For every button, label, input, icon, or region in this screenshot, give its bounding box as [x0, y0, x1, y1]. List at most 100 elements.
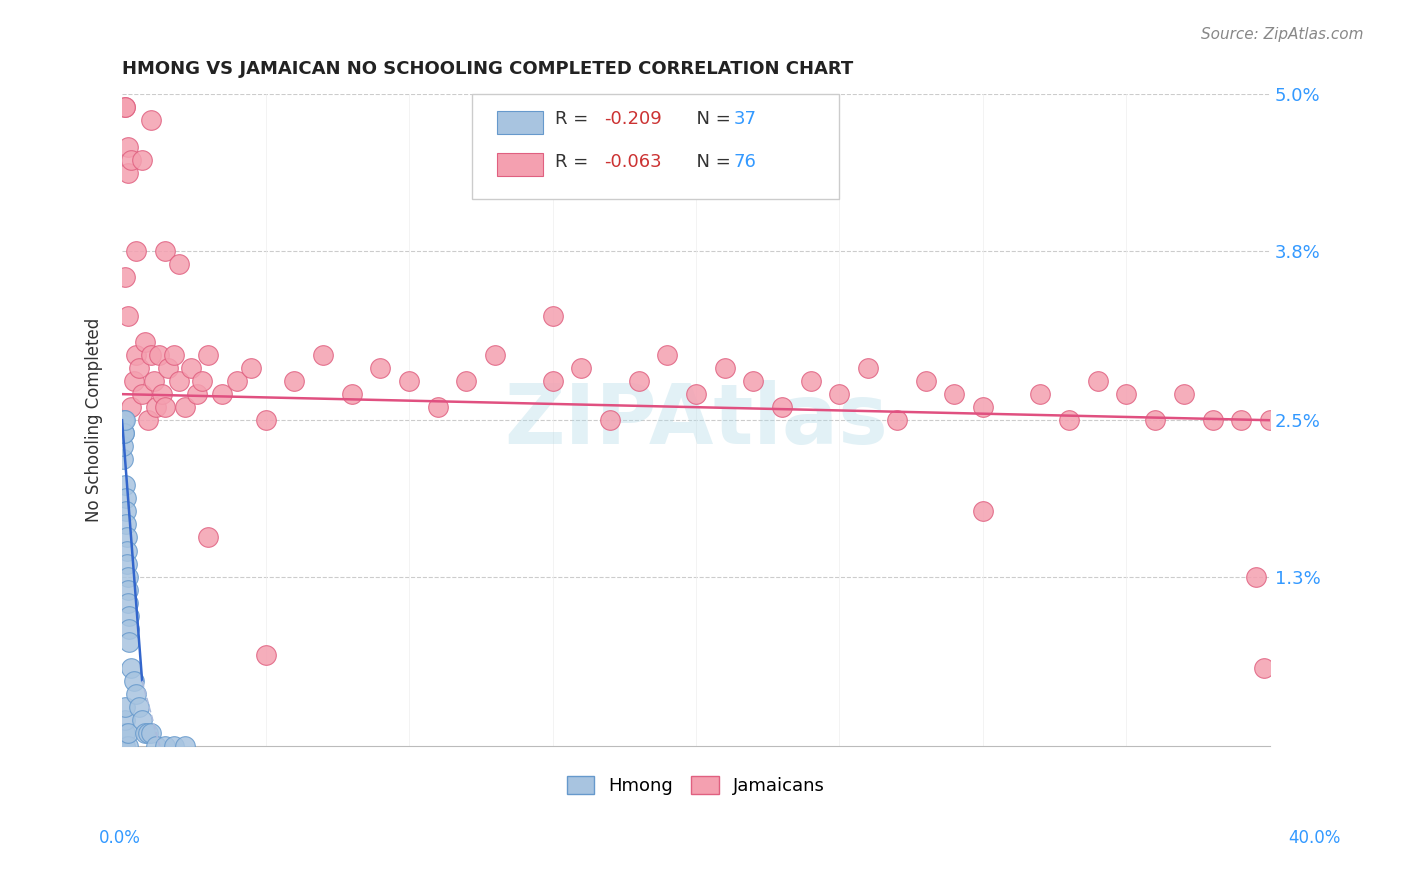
Point — [599, 413, 621, 427]
Point — [340, 387, 363, 401]
Point — [115, 517, 138, 532]
Point — [131, 387, 153, 401]
Point — [112, 426, 135, 441]
Point — [148, 348, 170, 362]
Point — [1057, 413, 1080, 427]
Text: 40.0%: 40.0% — [1288, 829, 1341, 847]
Point — [115, 543, 138, 558]
Point — [114, 269, 136, 284]
Point — [627, 374, 650, 388]
Point — [150, 387, 173, 401]
Point — [117, 739, 139, 753]
Text: 0.0%: 0.0% — [98, 829, 141, 847]
Point — [1144, 413, 1167, 427]
Text: HMONG VS JAMAICAN NO SCHOOLING COMPLETED CORRELATION CHART: HMONG VS JAMAICAN NO SCHOOLING COMPLETED… — [122, 60, 853, 78]
Point — [115, 531, 138, 545]
Point — [114, 713, 136, 727]
Point — [153, 400, 176, 414]
Point — [120, 400, 142, 414]
Point — [225, 374, 247, 388]
FancyBboxPatch shape — [498, 153, 543, 176]
Point — [312, 348, 335, 362]
Point — [120, 661, 142, 675]
Point — [134, 726, 156, 740]
Text: Source: ZipAtlas.com: Source: ZipAtlas.com — [1201, 27, 1364, 42]
Point — [114, 739, 136, 753]
Point — [197, 531, 219, 545]
Point — [943, 387, 966, 401]
Point — [117, 569, 139, 583]
Point — [117, 582, 139, 597]
Point — [115, 504, 138, 518]
Point — [156, 361, 179, 376]
Point — [456, 374, 478, 388]
Point — [972, 400, 994, 414]
Point — [541, 374, 564, 388]
Point — [111, 452, 134, 467]
Point — [117, 166, 139, 180]
Point — [163, 739, 186, 753]
Point — [118, 622, 141, 636]
Point — [117, 309, 139, 323]
Point — [145, 400, 167, 414]
Point — [713, 361, 735, 376]
Point — [131, 153, 153, 167]
Point — [657, 348, 679, 362]
Point — [972, 504, 994, 518]
Text: 37: 37 — [734, 111, 756, 128]
Point — [197, 348, 219, 362]
FancyBboxPatch shape — [472, 95, 839, 199]
Point — [136, 413, 159, 427]
Point — [114, 413, 136, 427]
Point — [1087, 374, 1109, 388]
Point — [169, 257, 191, 271]
Point — [125, 687, 148, 701]
Point — [1253, 661, 1275, 675]
Point — [541, 309, 564, 323]
Legend: Hmong, Jamaicans: Hmong, Jamaicans — [560, 768, 832, 802]
Text: N =: N = — [685, 111, 735, 128]
Point — [118, 634, 141, 648]
Text: ZIPAtlas: ZIPAtlas — [505, 380, 889, 460]
Text: -0.209: -0.209 — [605, 111, 662, 128]
FancyBboxPatch shape — [498, 111, 543, 134]
Y-axis label: No Schooling Completed: No Schooling Completed — [86, 318, 103, 523]
Point — [1029, 387, 1052, 401]
Point — [120, 153, 142, 167]
Point — [114, 100, 136, 114]
Text: -0.063: -0.063 — [605, 153, 662, 170]
Point — [125, 348, 148, 362]
Point — [186, 387, 208, 401]
Point — [112, 426, 135, 441]
Point — [180, 361, 202, 376]
Point — [139, 726, 162, 740]
Point — [169, 374, 191, 388]
Point — [856, 361, 879, 376]
Point — [115, 557, 138, 571]
Point — [118, 608, 141, 623]
Point — [117, 139, 139, 153]
Point — [112, 439, 135, 453]
Point — [569, 361, 592, 376]
Point — [153, 739, 176, 753]
Point — [886, 413, 908, 427]
Point — [191, 374, 214, 388]
Point — [1244, 569, 1267, 583]
Point — [1201, 413, 1223, 427]
Point — [163, 348, 186, 362]
Point — [240, 361, 263, 376]
Point — [128, 699, 150, 714]
Point — [112, 413, 135, 427]
Point — [142, 374, 165, 388]
Text: N =: N = — [685, 153, 735, 170]
Point — [484, 348, 506, 362]
Point — [742, 374, 765, 388]
Point — [131, 713, 153, 727]
Point — [128, 361, 150, 376]
Point — [114, 100, 136, 114]
Point — [117, 726, 139, 740]
Point — [283, 374, 305, 388]
Point — [136, 726, 159, 740]
Point — [117, 596, 139, 610]
Point — [828, 387, 851, 401]
